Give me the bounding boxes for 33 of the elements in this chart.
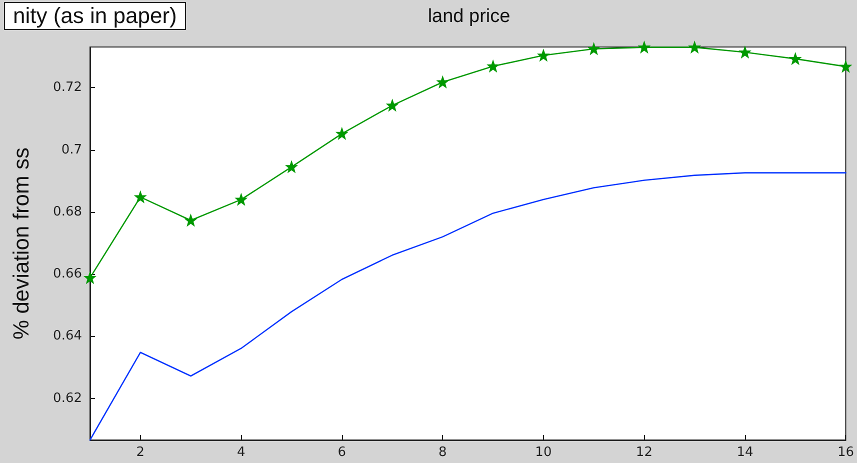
chart-title: land price bbox=[428, 6, 510, 27]
point bbox=[186, 215, 196, 226]
point bbox=[840, 61, 851, 72]
y-tick-label: 0.7 bbox=[61, 142, 82, 158]
x-tick-label: 12 bbox=[636, 445, 652, 460]
point bbox=[638, 42, 650, 53]
point bbox=[790, 54, 801, 64]
point bbox=[336, 128, 348, 139]
y-tick-label: 0.68 bbox=[53, 204, 82, 220]
y-tick-label: 0.64 bbox=[53, 328, 82, 344]
point bbox=[588, 44, 600, 54]
x-tick-label: 6 bbox=[338, 445, 346, 460]
text: nity (as in paper) bbox=[4, 2, 186, 30]
x-tick-label: 2 bbox=[136, 445, 145, 460]
y-tick-label: 0.62 bbox=[53, 390, 82, 406]
point bbox=[689, 42, 700, 53]
point bbox=[387, 100, 398, 111]
point bbox=[135, 192, 146, 202]
x-tick-label: 10 bbox=[535, 445, 552, 460]
x-tick-label: 16 bbox=[837, 445, 854, 460]
point bbox=[84, 272, 96, 284]
y-axis-title: % deviation from ss bbox=[8, 148, 34, 340]
x-tick-label: 4 bbox=[237, 445, 246, 460]
point bbox=[488, 61, 498, 72]
point bbox=[740, 47, 750, 58]
point bbox=[538, 50, 549, 61]
point bbox=[286, 162, 297, 172]
x-tick-label: 8 bbox=[438, 445, 447, 460]
point bbox=[236, 194, 246, 205]
point bbox=[437, 76, 448, 88]
y-tick-label: 0.72 bbox=[53, 80, 82, 96]
y-tick-label: 0.66 bbox=[53, 266, 82, 282]
x-tick-label: 14 bbox=[736, 445, 754, 460]
